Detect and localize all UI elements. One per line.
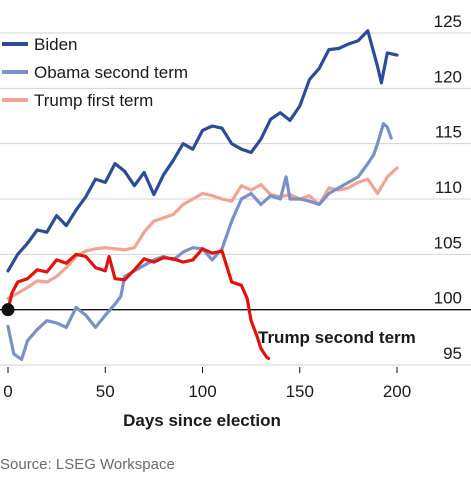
y-tick-label: 125 [434, 12, 462, 31]
x-tick-label: 50 [96, 382, 115, 401]
legend-label-obama-second-term: Obama second term [34, 63, 188, 82]
y-tick-label: 115 [435, 123, 462, 142]
x-tick-label: 200 [383, 382, 411, 401]
start-point-marker [1, 303, 15, 317]
series-trump-second-term [6, 247, 271, 360]
y-tick-label: 110 [435, 178, 462, 197]
annotation-trump-second-term: Trump second term [258, 328, 416, 347]
x-tick-label: 150 [286, 382, 314, 401]
x-axis-title: Days since election [123, 411, 281, 430]
legend-label-trump-first-term: Trump first term [34, 91, 153, 110]
y-tick-label: 120 [434, 67, 462, 86]
source-note: Source: LSEG Workspace [0, 456, 175, 473]
series-trump-first-term [6, 166, 399, 301]
x-tick-label: 100 [188, 382, 216, 401]
legend-label-biden: Biden [34, 35, 77, 54]
series-layer [1, 29, 399, 362]
legend: Biden Obama second term Trump first term [2, 35, 188, 110]
x-axis: 0 50 100 150 200 [3, 367, 411, 401]
y-tick-label: 105 [434, 233, 462, 252]
series-biden [6, 29, 399, 273]
x-tick-label: 0 [3, 382, 12, 401]
y-tick-label: 95 [443, 344, 462, 363]
y-tick-label: 100 [434, 289, 462, 308]
y-axis-ticks: 95 100 105 110 115 120 125 [434, 12, 462, 363]
series-obama-second-term [6, 122, 393, 362]
